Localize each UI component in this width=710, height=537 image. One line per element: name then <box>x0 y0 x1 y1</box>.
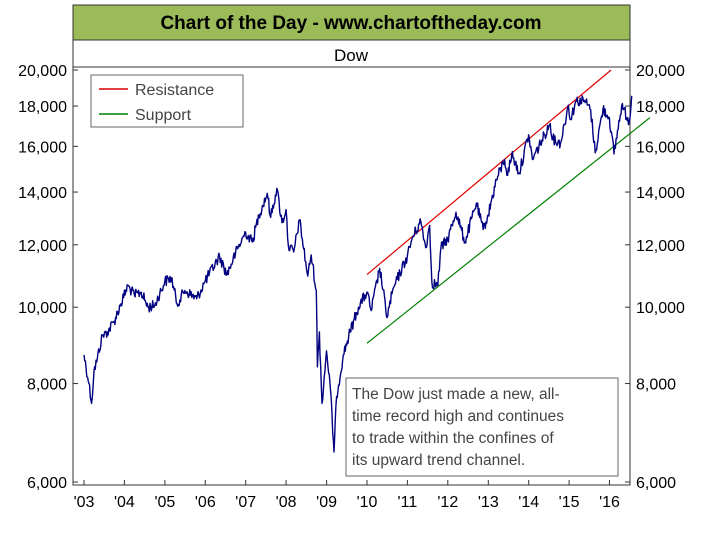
y-tick-label-left: 10,000 <box>18 300 67 317</box>
x-tick-label: '12 <box>437 494 458 511</box>
x-tick-label: '13 <box>478 494 499 511</box>
annotation-line-2: time record high and continues <box>352 408 564 425</box>
x-tick-label: '03 <box>74 494 95 511</box>
y-tick-label-left: 20,000 <box>18 63 67 80</box>
annotation-line-1: The Dow just made a new, all- <box>352 386 560 403</box>
x-tick-label: '08 <box>276 494 297 511</box>
x-tick-label: '05 <box>154 494 175 511</box>
banner <box>72 4 631 41</box>
annotation-line-4: its upward trend channel. <box>352 452 525 469</box>
y-tick-label-left: 12,000 <box>18 238 67 255</box>
chart-title: Dow <box>334 46 369 65</box>
x-tick-label: '15 <box>559 494 580 511</box>
x-tick-label: '04 <box>114 494 135 511</box>
y-tick-label-right: 6,000 <box>636 475 676 492</box>
y-tick-label-right: 18,000 <box>636 99 685 116</box>
legend-label-support: Support <box>135 107 192 124</box>
y-tick-label-right: 14,000 <box>636 185 685 202</box>
x-tick-label: '16 <box>599 494 620 511</box>
dow-series-line <box>83 95 633 453</box>
legend-label-resistance: Resistance <box>135 82 214 99</box>
x-tick-label: '14 <box>518 494 539 511</box>
y-tick-label-left: 8,000 <box>27 377 67 394</box>
y-tick-label-left: 18,000 <box>18 99 67 116</box>
trendline-support <box>366 117 651 344</box>
axes: 6,000 6,000 8,000 8,000 10,000 10,000 12,000 12… <box>18 63 685 511</box>
plot-lines <box>83 69 651 453</box>
y-tick-label-right: 8,000 <box>636 377 676 394</box>
trendline-resistance <box>366 69 612 276</box>
x-tick-label: '06 <box>195 494 216 511</box>
title-strip <box>72 39 631 68</box>
legend-box <box>90 74 244 128</box>
y-tick-label-right: 10,000 <box>636 300 685 317</box>
y-tick-label-right: 16,000 <box>636 139 685 156</box>
y-tick-label-right: 12,000 <box>636 238 685 255</box>
legend: Resistance Support <box>90 74 244 128</box>
annotation: The Dow just made a new, all- time recor… <box>345 377 619 477</box>
y-tick-label-left: 14,000 <box>18 185 67 202</box>
banner-title: Chart of the Day - www.chartoftheday.com <box>160 13 541 34</box>
y-tick-label-right: 20,000 <box>636 63 685 80</box>
annotation-box <box>345 377 619 477</box>
x-tick-label: '09 <box>316 494 337 511</box>
x-tick-label: '11 <box>398 494 418 511</box>
y-tick-label-left: 6,000 <box>27 475 67 492</box>
y-tick-label-left: 16,000 <box>18 139 67 156</box>
annotation-line-3: to trade within the confines of <box>352 430 554 447</box>
x-tick-label: '07 <box>235 494 256 511</box>
x-tick-label: '10 <box>357 494 378 511</box>
